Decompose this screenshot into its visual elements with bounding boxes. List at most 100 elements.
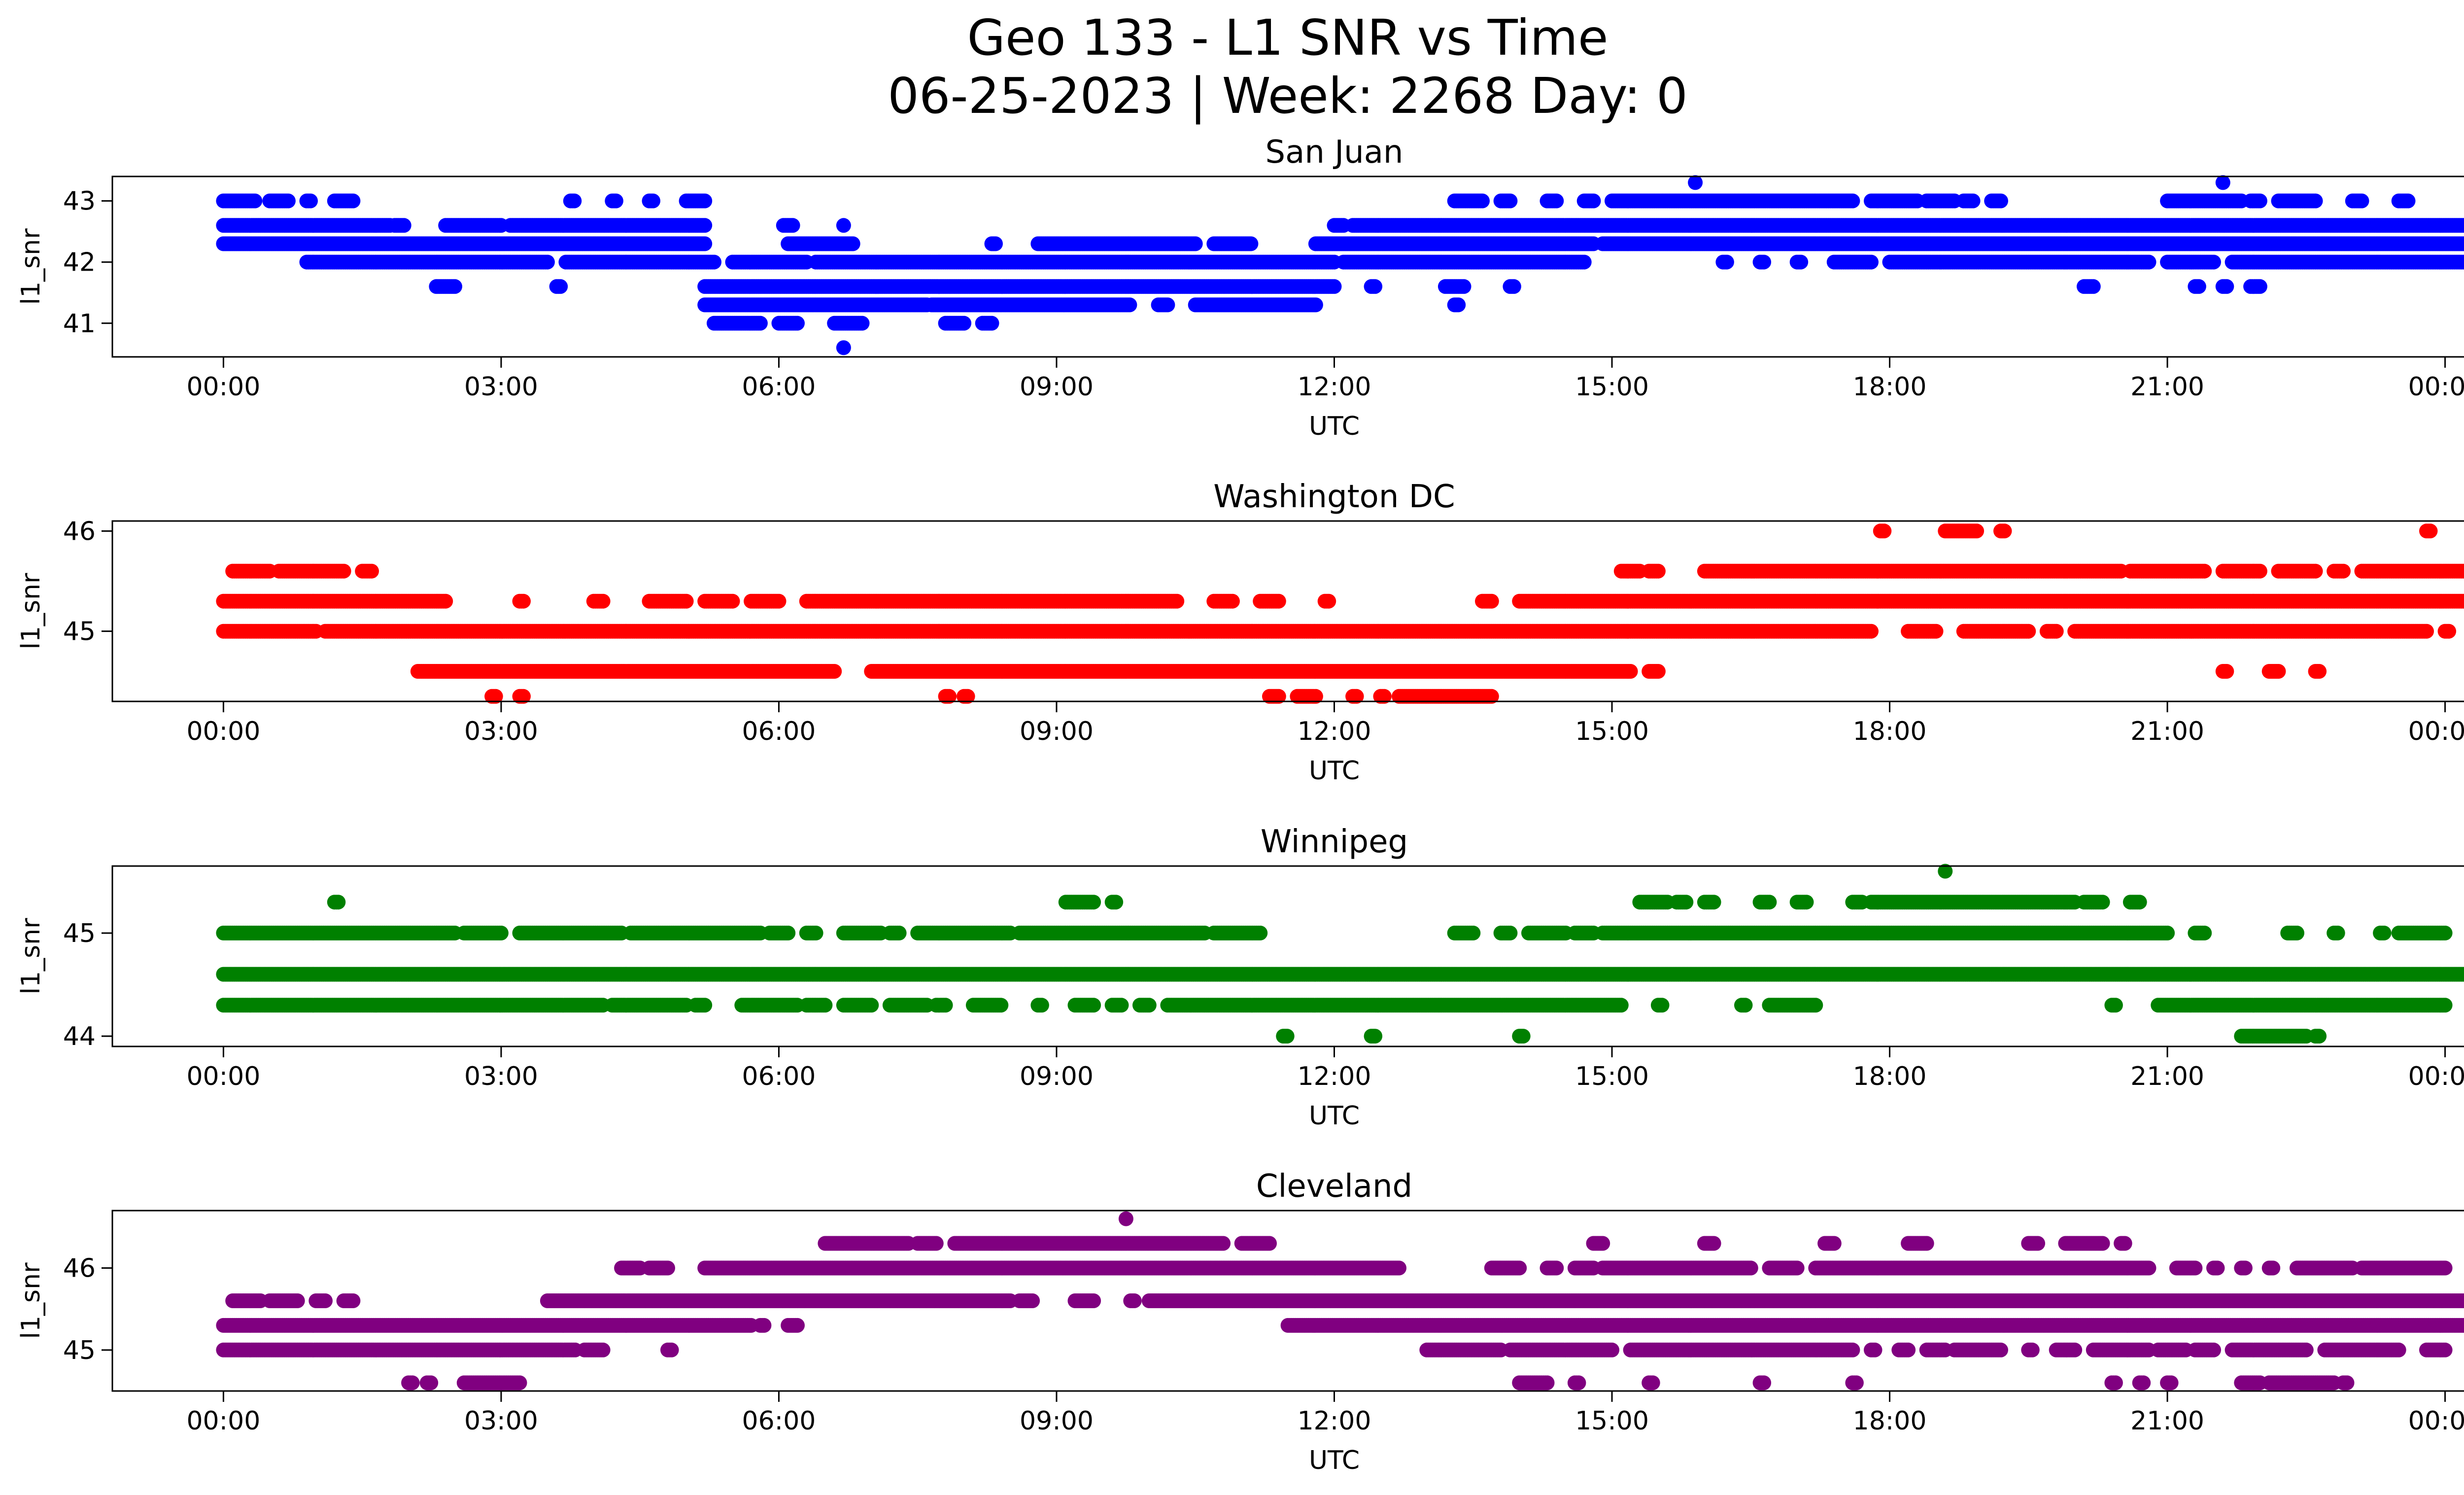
data-point	[646, 193, 660, 209]
data-point	[2215, 175, 2230, 190]
x-tick-label: 21:00	[2130, 372, 2204, 402]
data-point	[697, 236, 713, 251]
y-axis-ticks: 41 42 43	[63, 187, 112, 339]
scatter-marks	[216, 523, 2464, 704]
data-point	[1243, 236, 1259, 251]
data-point	[984, 315, 999, 331]
x-axis-ticks: 00:00 03:00 06:00 09:00 12:00 15:00 18:00 21:00…	[186, 701, 2464, 746]
data-point	[1503, 193, 1518, 209]
data-point	[1993, 193, 2008, 209]
data-point	[396, 218, 411, 233]
x-tick-label: 21:00	[2130, 717, 2204, 746]
data-point	[567, 193, 582, 209]
x-tick-label: 18:00	[1853, 717, 1927, 746]
x-tick-label: 03:00	[464, 717, 538, 746]
x-tick-label: 00:00	[186, 372, 260, 402]
data-point	[1845, 193, 1860, 209]
x-tick-label: 00:00	[2408, 372, 2464, 402]
x-tick-label: 09:00	[1020, 372, 1094, 402]
data-point	[855, 315, 870, 331]
data-point	[2206, 254, 2221, 270]
x-tick-label: 06:00	[742, 372, 816, 402]
data-point	[553, 279, 568, 294]
x-axis-label: UTC	[1309, 412, 1360, 441]
data-point	[1969, 523, 1985, 539]
data-point	[1327, 279, 1342, 294]
data-point	[2423, 523, 2438, 539]
x-axis-label: UTC	[1309, 756, 1360, 786]
data-point	[1576, 254, 1592, 270]
data-point	[679, 593, 694, 609]
data-point	[280, 193, 296, 209]
data-point	[364, 563, 379, 579]
data-point	[1688, 175, 1703, 190]
y-tick-label: 42	[63, 248, 96, 278]
figure-title-line-1: Geo 133 - L1 SNR vs Time	[967, 9, 1608, 67]
data-point	[697, 218, 713, 233]
data-point	[988, 236, 1003, 251]
data-point	[2191, 279, 2206, 294]
y-tick-label: 46	[63, 517, 96, 546]
figure-title-line-2: 06-25-2023 | Week: 2268 Day: 0	[888, 67, 1688, 125]
scatter-marks	[216, 175, 2464, 355]
data-point	[2141, 254, 2156, 270]
data-point	[771, 593, 787, 609]
data-point	[247, 193, 263, 209]
data-point	[1456, 279, 1472, 294]
data-point	[2354, 193, 2369, 209]
data-point	[516, 593, 531, 609]
x-axis-ticks: 00:00 03:00 06:00 09:00 12:00 15:00 18:00 21:00…	[186, 357, 2464, 402]
data-point	[836, 218, 851, 233]
panel-washington-dc: Washington DC UTC l1_snr 45 46 00:00 03:00…	[16, 479, 2464, 786]
y-tick-label: 41	[63, 309, 96, 339]
x-tick-label: 12:00	[1298, 717, 1371, 746]
data-point	[1549, 193, 1564, 209]
data-point	[2252, 279, 2267, 294]
data-point	[1864, 254, 1879, 270]
data-point	[1188, 236, 1203, 251]
data-point	[1586, 193, 1601, 209]
data-point	[345, 193, 361, 209]
x-tick-label: 12:00	[1298, 372, 1371, 402]
x-tick-label: 15:00	[1575, 717, 1649, 746]
data-point	[595, 593, 611, 609]
data-point	[697, 193, 713, 209]
data-point	[1719, 254, 1734, 270]
y-axis-label: l1_snr	[16, 573, 46, 650]
data-point	[447, 279, 462, 294]
x-tick-label: 03:00	[464, 372, 538, 402]
data-point	[2197, 563, 2212, 579]
data-point	[2336, 563, 2351, 579]
data-point	[438, 593, 453, 609]
data-point	[725, 593, 740, 609]
x-tick-label: 09:00	[1020, 717, 1094, 746]
data-point	[336, 563, 351, 579]
data-point	[1793, 254, 1809, 270]
data-point	[1160, 297, 1175, 313]
data-point	[1650, 563, 1666, 579]
y-axis-label: l1_snr	[16, 228, 46, 305]
data-point	[608, 193, 623, 209]
x-tick-label: 00:00	[2408, 717, 2464, 746]
y-tick-label: 43	[63, 187, 96, 216]
y-tick-label: 45	[63, 617, 96, 647]
x-tick-label: 06:00	[742, 717, 816, 746]
data-point	[2400, 193, 2416, 209]
figure-title: Geo 133 - L1 SNR vs Time 06-25-2023 | We…	[0, 9, 2464, 125]
data-point	[836, 340, 851, 355]
data-point	[1965, 193, 1981, 209]
data-point	[1122, 297, 1137, 313]
data-point	[1368, 279, 1383, 294]
data-point	[790, 315, 805, 331]
y-axis-ticks: 45 46	[63, 517, 112, 647]
data-point	[2308, 193, 2323, 209]
panel-title: Washington DC	[1213, 479, 1455, 515]
data-point	[540, 254, 555, 270]
data-point	[2308, 563, 2323, 579]
data-point	[1756, 254, 1772, 270]
data-point	[1877, 523, 1892, 539]
x-tick-label: 00:00	[186, 717, 260, 746]
panel-san-juan: San Juan UTC l1_snr 41 42 43 00:00 03:00 06:…	[16, 134, 2464, 441]
panel-title: San Juan	[1266, 134, 1403, 171]
